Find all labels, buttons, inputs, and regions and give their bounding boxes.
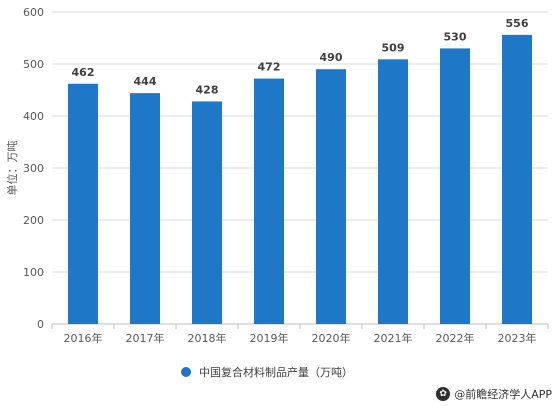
x-tick-label: 2022年 [436,331,475,345]
bar [502,34,532,324]
x-tick-label: 2017年 [126,331,165,345]
legend-marker [181,367,191,377]
bar [130,93,160,325]
bar [378,59,408,324]
data-label: 444 [134,75,157,88]
legend: 中国复合材料制品产量（万吨） [181,364,353,380]
y-tick-label: 200 [23,214,44,227]
y-axis-label: 单位：万吨 [5,141,19,196]
y-tick-label: 100 [23,266,44,279]
legend-label: 中国复合材料制品产量（万吨） [199,366,353,379]
paw-icon: ✿ [436,387,451,401]
x-tick-label: 2019年 [250,331,289,345]
data-label: 556 [506,17,529,30]
bar [316,69,346,324]
bar [254,78,284,324]
x-tick-label: 2023年 [498,331,537,345]
footer-text: @前瞻经济学人APP [454,388,552,401]
x-tick-label: 2016年 [64,331,103,345]
x-tick-label: 2021年 [374,331,413,345]
y-tick-label: 0 [37,318,44,331]
y-tick-label: 300 [23,162,44,175]
x-tick-label: 2020年 [312,331,351,345]
y-tick-label: 400 [23,110,44,123]
data-label: 530 [444,30,467,43]
x-tick-label: 2018年 [188,331,227,345]
bar [440,48,470,325]
data-label: 509 [382,41,405,54]
y-tick-label: 600 [23,6,44,19]
data-label: 428 [196,83,219,96]
bar [192,101,222,324]
bar [68,83,98,324]
data-label: 472 [258,61,281,74]
footer-credit: ✿ @前瞻经济学人APP [436,386,552,402]
data-label: 490 [320,51,343,64]
y-tick-label: 500 [23,58,44,71]
data-label: 462 [72,66,95,79]
